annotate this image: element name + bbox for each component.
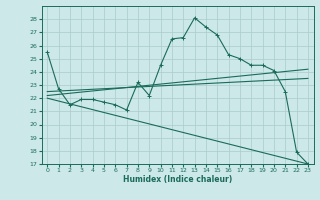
X-axis label: Humidex (Indice chaleur): Humidex (Indice chaleur) — [123, 175, 232, 184]
